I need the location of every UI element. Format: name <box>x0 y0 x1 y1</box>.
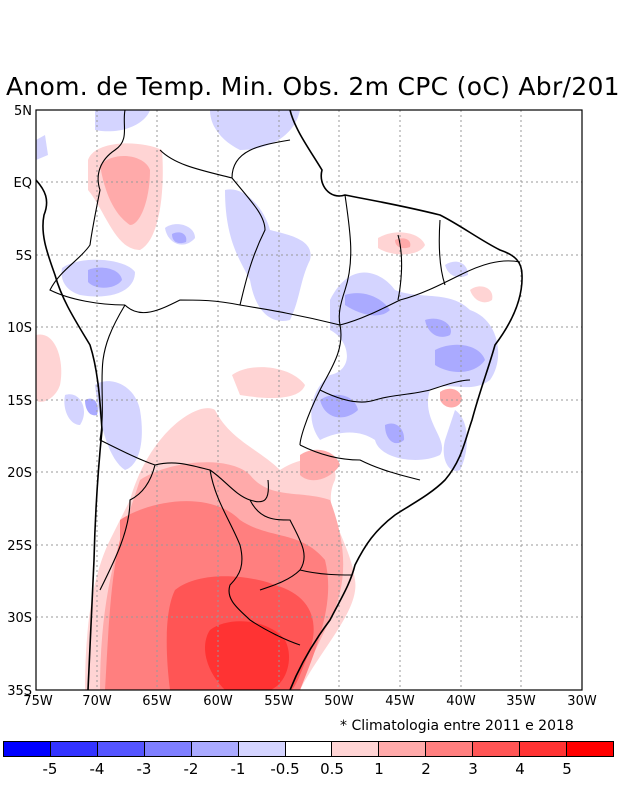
colorbar-swatch <box>4 742 51 756</box>
lat-label: 10S <box>7 321 32 336</box>
lon-label: 70W <box>82 694 112 709</box>
colorbar-swatch <box>567 742 613 756</box>
warm-region-south-5 <box>205 621 290 690</box>
lat-label: 30S <box>7 611 32 626</box>
colorbar-label: -1 <box>230 760 246 778</box>
cold-region-peru-core <box>85 398 98 416</box>
climatology-note: * Climatologia entre 2011 e 2018 <box>340 718 574 734</box>
colorbar-swatch <box>520 742 568 756</box>
cold-region-north <box>95 110 300 150</box>
lon-axis: 75W 70W 65W 60W 55W 50W 45W 40W 35W 30W <box>23 694 597 709</box>
lat-label: 5S <box>15 249 32 264</box>
colorbar-label: 1 <box>374 760 384 778</box>
colorbar-swatch <box>144 742 192 756</box>
colorbar-label: -5 <box>42 760 58 778</box>
colorbar-label: 5 <box>562 760 572 778</box>
cold-region-amazon-west-core <box>88 267 122 288</box>
colorbar-label: -3 <box>136 760 152 778</box>
colorbar-swatch <box>285 742 333 756</box>
lon-label: 35W <box>506 694 536 709</box>
lat-label: EQ <box>14 176 32 191</box>
colorbar-label: 0.5 <box>320 760 344 778</box>
lon-label: 75W <box>23 694 53 709</box>
warm-region-east-core <box>395 238 411 249</box>
lon-label: 30W <box>567 694 597 709</box>
map-frame <box>35 109 583 691</box>
lat-label: 5N <box>14 104 32 119</box>
country-borders <box>49 110 521 646</box>
lat-axis: 5N EQ 5S 10S 15S 20S 25S 30S 35S <box>7 104 32 699</box>
colorbar-swatch <box>97 742 145 756</box>
warm-region-central <box>232 367 305 398</box>
lat-label: 35S <box>7 684 32 699</box>
cold-region-bolivia <box>64 381 142 470</box>
gridlines <box>36 110 582 690</box>
colorbar-label: -0.5 <box>270 760 300 778</box>
anomaly-map: 75W 70W 65W 60W 55W 50W 45W 40W 35W 30W … <box>7 104 597 709</box>
warm-region-north-core <box>100 155 150 225</box>
warm-region-bahia <box>440 388 462 408</box>
lon-label: 45W <box>385 694 415 709</box>
colorbar-swatch <box>50 742 98 756</box>
lon-label: 55W <box>264 694 294 709</box>
colorbar-swatch <box>191 742 239 756</box>
cold-region-northeast-core <box>320 293 485 444</box>
colorbar-label: 3 <box>468 760 478 778</box>
map-title: Anom. de Temp. Min. Obs. 2m CPC (oC) Abr… <box>6 72 618 101</box>
colorbar-label: 2 <box>421 760 431 778</box>
colorbar <box>3 741 614 757</box>
lat-label: 20S <box>7 466 32 481</box>
lat-label: 15S <box>7 394 32 409</box>
anomaly-shading <box>36 110 499 690</box>
lat-label: 25S <box>7 539 32 554</box>
lon-label: 50W <box>324 694 354 709</box>
lon-label: 65W <box>142 694 172 709</box>
warm-region-west <box>36 334 62 402</box>
colorbar-swatch <box>238 742 286 756</box>
colorbar-swatch <box>426 742 474 756</box>
cold-region-amazonas-core <box>172 232 187 244</box>
colorbar-label: -4 <box>89 760 105 778</box>
colorbar-swatch <box>379 742 427 756</box>
warm-region-pernambuco <box>470 286 493 303</box>
colorbar-label: -2 <box>183 760 199 778</box>
colorbar-label: 4 <box>515 760 525 778</box>
lon-label: 40W <box>446 694 476 709</box>
warm-region-minas <box>300 449 340 481</box>
colorbar-swatch <box>473 742 521 756</box>
colorbar-swatch <box>332 742 380 756</box>
lon-label: 60W <box>203 694 233 709</box>
